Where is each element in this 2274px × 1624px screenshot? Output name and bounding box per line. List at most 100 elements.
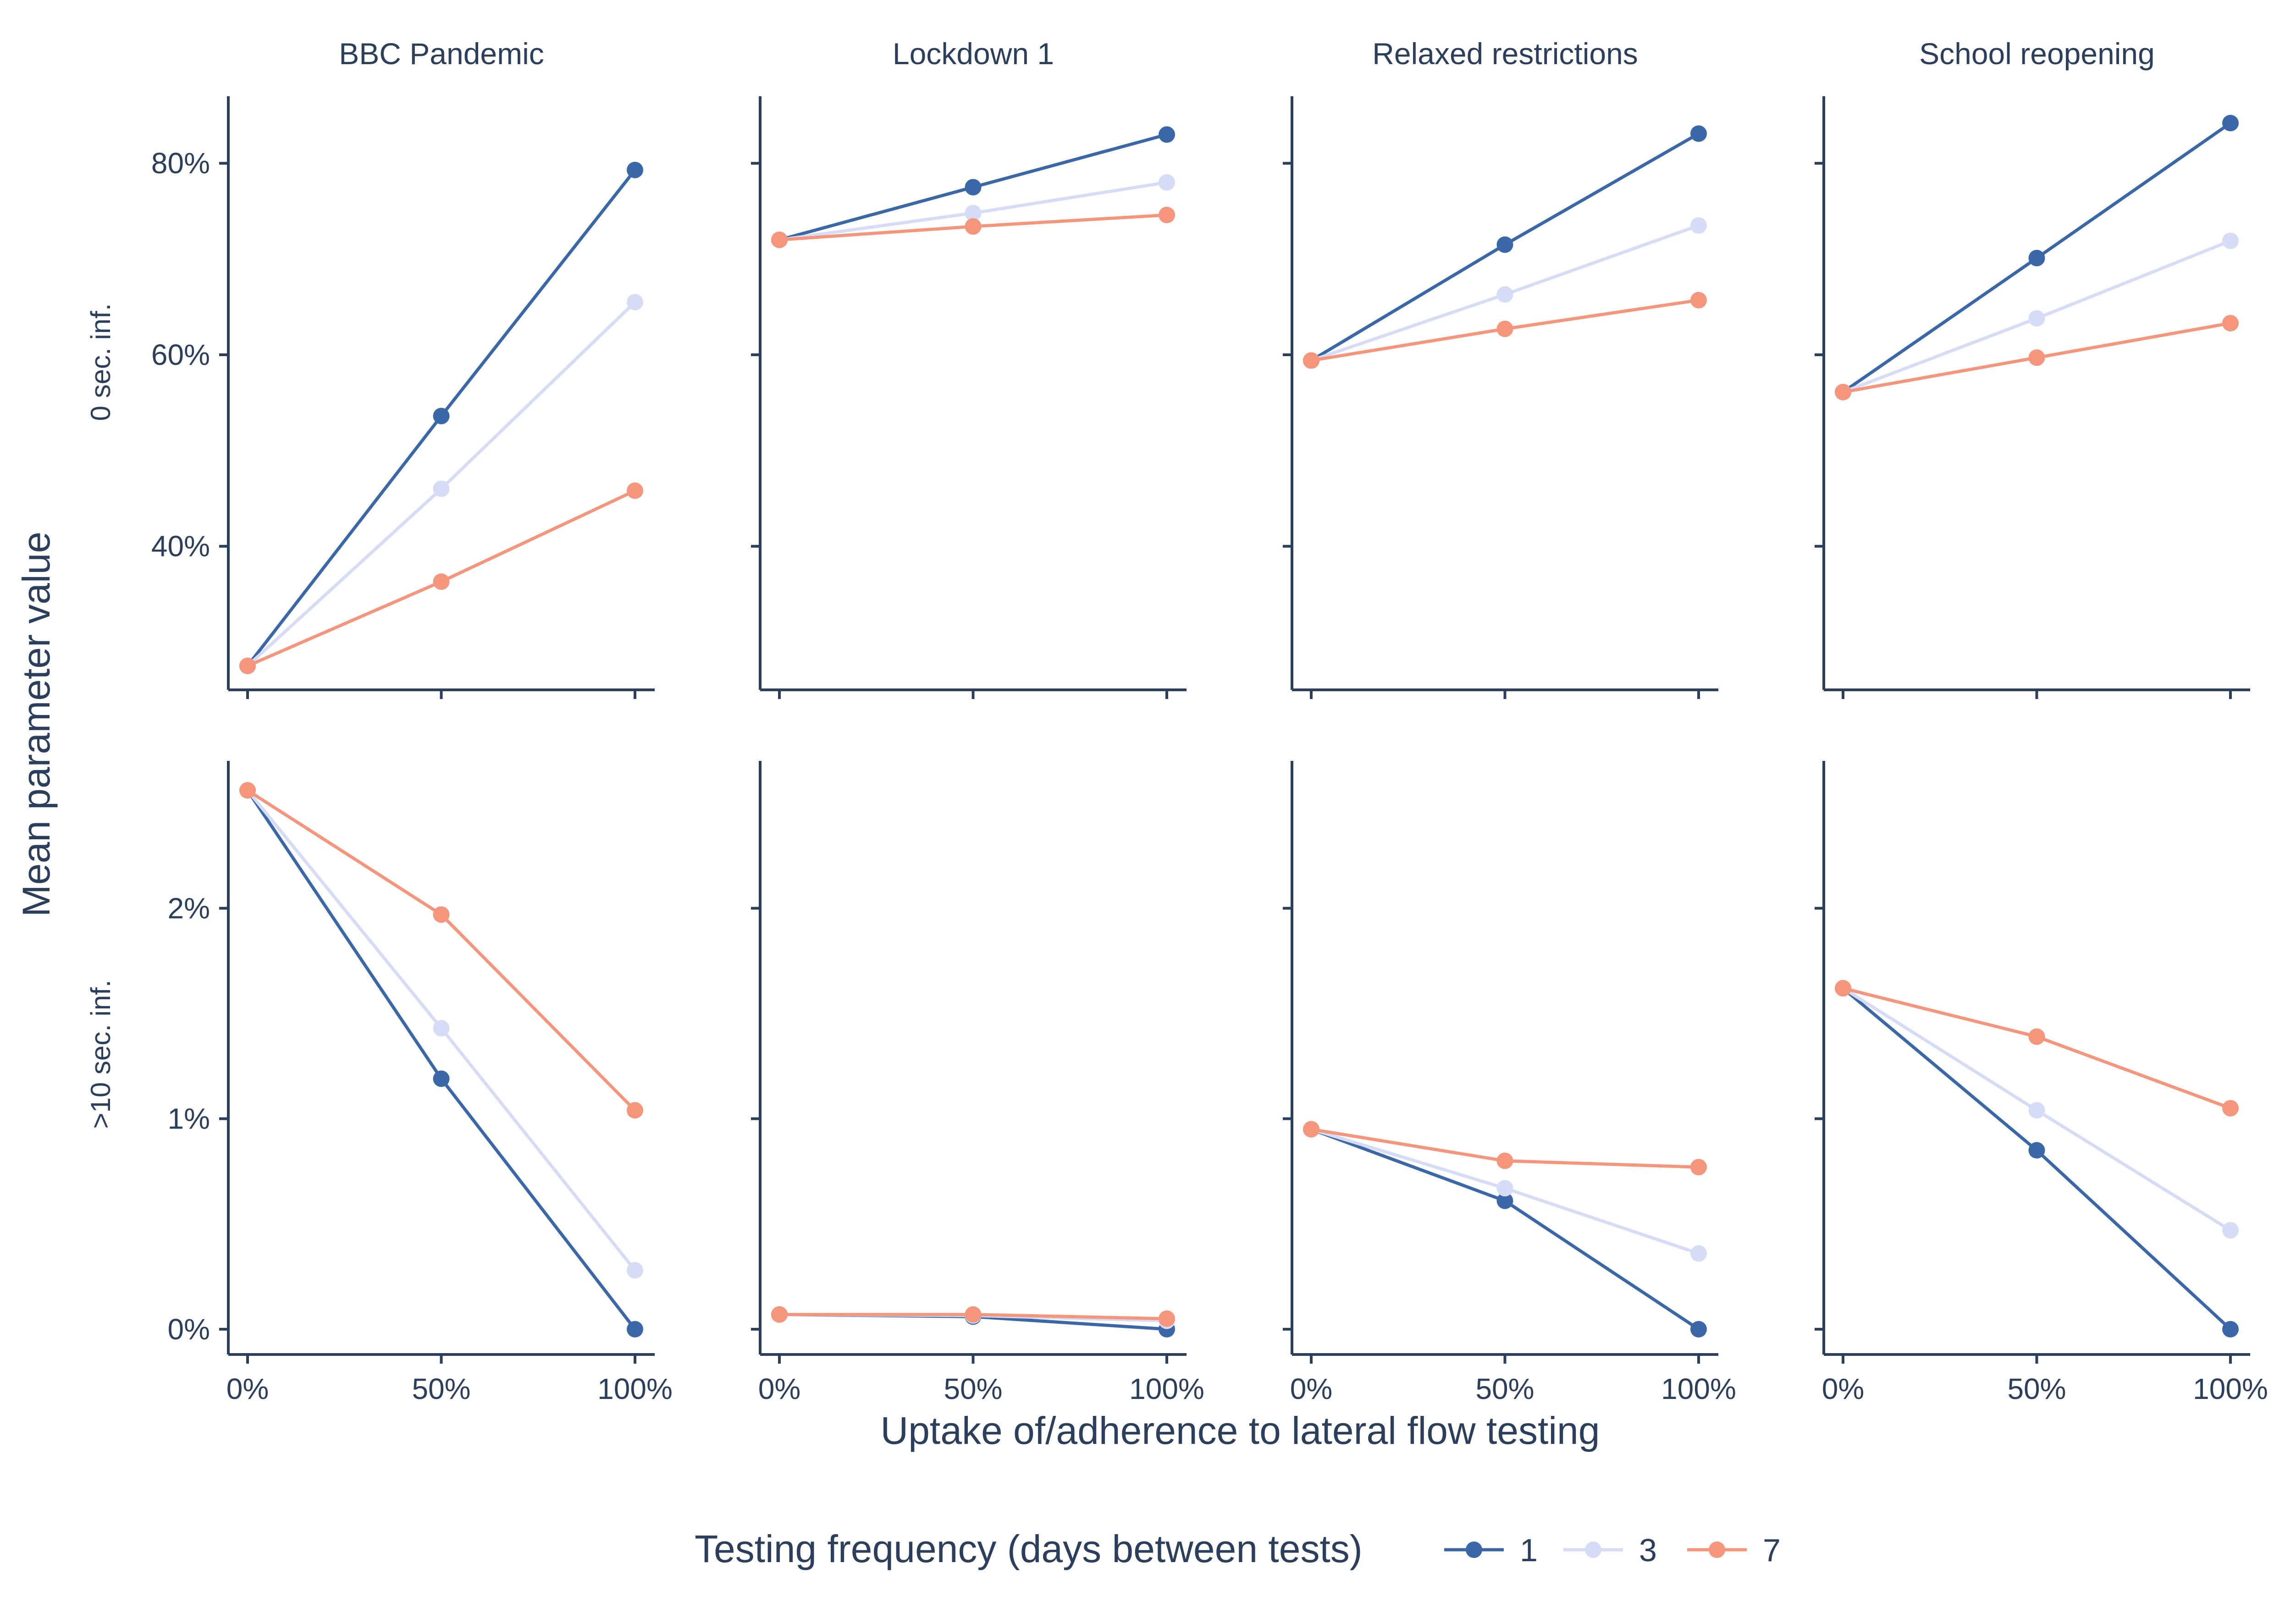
data-point-1 [965, 179, 982, 196]
legend-label-7: 7 [1763, 1532, 1781, 1568]
data-point-7 [1496, 320, 1513, 337]
data-point-1 [1690, 125, 1707, 142]
legend: Testing frequency (days between tests) 1… [695, 1527, 1781, 1570]
data-point-3 [1690, 217, 1707, 234]
x-tick-label: 50% [1475, 1372, 1534, 1405]
data-point-1 [1496, 1192, 1513, 1209]
data-point-7 [2028, 349, 2045, 366]
data-point-1 [2222, 1321, 2239, 1338]
data-point-1 [1496, 236, 1513, 253]
data-point-3 [2222, 1222, 2239, 1239]
x-tick-label: 0% [758, 1372, 801, 1405]
data-point-7 [1690, 1159, 1707, 1176]
data-point-7 [239, 657, 256, 674]
row-label-0-sec-inf: 0 sec. inf. [85, 303, 116, 421]
data-point-7 [1303, 352, 1319, 369]
data-point-1 [2028, 1142, 2045, 1159]
panel-relaxed-restrictions-row-2: 0% 50% 100% [1283, 761, 1736, 1405]
x-tick-label: 50% [2007, 1372, 2066, 1405]
data-point-7 [2028, 1028, 2045, 1045]
data-point-7 [239, 782, 256, 799]
data-point-3 [2028, 1102, 2045, 1119]
data-point-7 [1690, 292, 1707, 308]
x-tick-label: 50% [412, 1372, 470, 1405]
data-point-3 [627, 1262, 643, 1279]
panel-school-reopening-row-1 [1815, 96, 2250, 699]
x-axis-title: Uptake of/adherence to lateral flow test… [881, 1409, 1600, 1452]
x-tick-label: 100% [1129, 1372, 1204, 1405]
data-point-3 [433, 480, 450, 497]
legend-point-3 [1585, 1541, 1601, 1558]
data-point-1 [627, 1321, 643, 1338]
legend-point-7 [1709, 1541, 1725, 1558]
data-point-3 [1496, 1180, 1513, 1197]
series-line-7 [1843, 986, 2231, 1110]
data-point-7 [2222, 315, 2239, 332]
data-point-1 [627, 161, 643, 178]
y-tick-label: 0% [168, 1313, 210, 1346]
data-point-7 [627, 1102, 643, 1119]
data-point-1 [433, 1070, 450, 1087]
y-tick-label: 40% [151, 530, 210, 563]
x-tick-label: 0% [226, 1372, 269, 1405]
legend-items: 1 3 7 [1444, 1532, 1781, 1568]
panel-school-reopening-row-2: 0% 50% 100% [1815, 761, 2268, 1405]
panel-relaxed-restrictions-row-1 [1283, 96, 1718, 699]
data-point-7 [1835, 384, 1851, 401]
facet-title-relaxed-restrictions: Relaxed restrictions [1372, 37, 1638, 71]
legend-item-7: 7 [1687, 1532, 1781, 1568]
data-point-3 [2222, 232, 2239, 249]
data-point-7 [965, 218, 982, 235]
data-point-1 [1690, 1321, 1707, 1338]
data-point-7 [1835, 980, 1851, 996]
x-tick-label: 100% [2193, 1372, 2268, 1405]
legend-point-1 [1466, 1541, 1482, 1558]
x-tick-label: 0% [1290, 1372, 1333, 1405]
data-point-7 [2222, 1100, 2239, 1117]
panel-bbc-pandemic-row-1: 40% 60% 80% [151, 96, 655, 699]
x-tick-label: 100% [597, 1372, 673, 1405]
legend-label-3: 3 [1639, 1532, 1657, 1568]
data-point-7 [771, 1306, 788, 1323]
legend-item-3: 3 [1563, 1532, 1657, 1568]
data-point-1 [433, 407, 450, 424]
data-point-3 [433, 1020, 450, 1037]
facet-panels: BBC Pandemic Lockdown 1 Relaxed restrictio… [85, 37, 2268, 1405]
panel-lockdown-1-row-1 [751, 96, 1187, 699]
x-tick-label: 50% [944, 1372, 1002, 1405]
data-point-3 [1159, 174, 1175, 191]
data-point-3 [1690, 1245, 1707, 1262]
data-point-1 [1159, 126, 1175, 143]
y-tick-label: 60% [151, 338, 210, 371]
data-point-3 [1496, 286, 1513, 303]
data-point-7 [771, 231, 788, 248]
data-point-1 [2222, 115, 2239, 132]
legend-label-1: 1 [1520, 1532, 1538, 1568]
data-point-3 [627, 294, 643, 311]
legend-item-1: 1 [1444, 1532, 1538, 1568]
y-tick-label: 1% [168, 1102, 210, 1135]
legend-title: Testing frequency (days between tests) [695, 1527, 1363, 1570]
data-point-7 [965, 1306, 982, 1323]
panel-lockdown-1-row-2: 0% 50% 100% [751, 761, 1204, 1405]
y-tick-label: 2% [168, 892, 210, 925]
panel-bbc-pandemic-row-2: 0% 1% 2% 0% 50% 100% [168, 761, 673, 1405]
series-line-1 [246, 789, 636, 1331]
data-point-7 [1303, 1121, 1319, 1138]
row-label-over-10-sec-inf: >10 sec. inf. [85, 980, 116, 1129]
facet-title-lockdown-1: Lockdown 1 [893, 37, 1054, 71]
data-point-7 [627, 482, 643, 499]
data-point-7 [1159, 207, 1175, 223]
series-line-7 [247, 789, 636, 1112]
y-axis-title: Mean parameter value [15, 532, 58, 917]
data-point-7 [433, 906, 450, 923]
facet-title-bbc-pandemic: BBC Pandemic [339, 37, 544, 71]
data-point-1 [2028, 249, 2045, 266]
data-point-3 [965, 204, 982, 221]
facet-title-school-reopening: School reopening [1919, 37, 2155, 71]
data-point-3 [2028, 310, 2045, 327]
data-point-7 [1159, 1310, 1175, 1327]
x-tick-label: 100% [1661, 1372, 1736, 1405]
y-tick-label: 80% [151, 147, 210, 180]
